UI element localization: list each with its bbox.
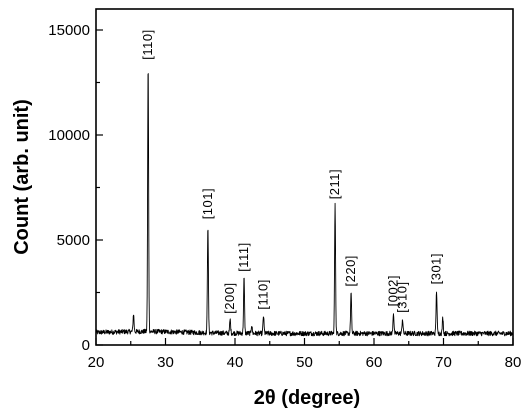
y-tick-label: 5000 [57, 232, 90, 249]
y-tick-label: 15000 [48, 22, 90, 39]
x-tick-label: 60 [366, 354, 383, 371]
ticks-group [95, 29, 514, 346]
x-tick-label: 70 [435, 354, 452, 371]
y-tick-label: 10000 [48, 127, 90, 144]
diffraction-trace-group [95, 73, 514, 337]
x-tick-label: 50 [296, 354, 313, 371]
peak-label: [211] [327, 169, 342, 199]
plot-frame [95, 8, 514, 346]
peak-label: [200] [222, 282, 237, 313]
peak-label: [310] [395, 281, 410, 312]
peak-label: [101] [200, 188, 215, 219]
peak-label: [110] [140, 29, 155, 59]
peak-label: [301] [429, 253, 444, 284]
peak-label: [110] [256, 279, 271, 309]
labels-group: 20 30 40 50 60 70 80 0 5000 10000 15000 [110] [101] [… [48, 22, 521, 371]
peak-label: [220] [343, 255, 358, 286]
diffraction-trace [95, 73, 514, 337]
y-tick-label: 0 [82, 337, 90, 354]
y-axis-title: Count (arb. unit) [11, 99, 33, 255]
x-axis-title: 2θ (degree) [254, 387, 360, 409]
axes-group [95, 8, 514, 346]
x-tick-label: 30 [157, 354, 174, 371]
peak-label: [111] [236, 242, 251, 271]
x-tick-label: 80 [505, 354, 522, 371]
peak-label: [002] [386, 275, 401, 306]
x-tick-label: 20 [88, 354, 105, 371]
x-tick-label: 40 [227, 354, 244, 371]
